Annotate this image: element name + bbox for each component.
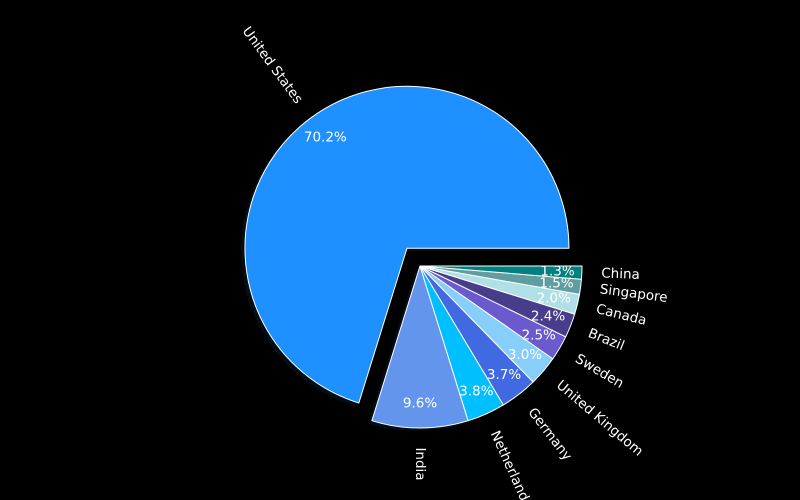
category-label-sweden: Sweden [572, 351, 626, 392]
category-label-united-states: United States [239, 24, 306, 107]
pie-slice-india[interactable] [371, 265, 469, 429]
percent-label-layer: 70.2% 9.6% 3.8%3.7% 3.0% 2.5% 2.4% 2.0%1.5%1.3… [304, 129, 575, 411]
category-label-singapore: Singapore [599, 281, 669, 306]
category-label-netherlands: Netherlands [487, 428, 535, 500]
category-label-brazil: Brazil [586, 325, 627, 354]
pie-slice-united-states[interactable] [244, 85, 570, 404]
category-label-canada: Canada [594, 301, 648, 329]
percent-label-united-states: 70.2% [304, 129, 347, 145]
percent-label-canada: 2.0% [537, 291, 571, 307]
percent-label-sweden: 2.5% [522, 328, 556, 344]
percent-label-india: 9.6% [403, 396, 437, 412]
percent-label-united-kingdom: 3.0% [508, 347, 542, 363]
category-label-india: India [412, 447, 428, 480]
category-label-china: China [601, 265, 640, 283]
percent-label-brazil: 2.4% [531, 309, 565, 325]
percent-label-netherlands: 3.8% [459, 384, 493, 400]
percent-label-china: 1.3% [540, 264, 574, 280]
percent-label-germany: 3.7% [487, 367, 521, 383]
slice-layer [244, 85, 583, 429]
pie-slice-china[interactable] [419, 265, 583, 280]
percent-label-singapore: 1.5% [539, 276, 573, 292]
category-label-germany: Germany [524, 405, 575, 464]
